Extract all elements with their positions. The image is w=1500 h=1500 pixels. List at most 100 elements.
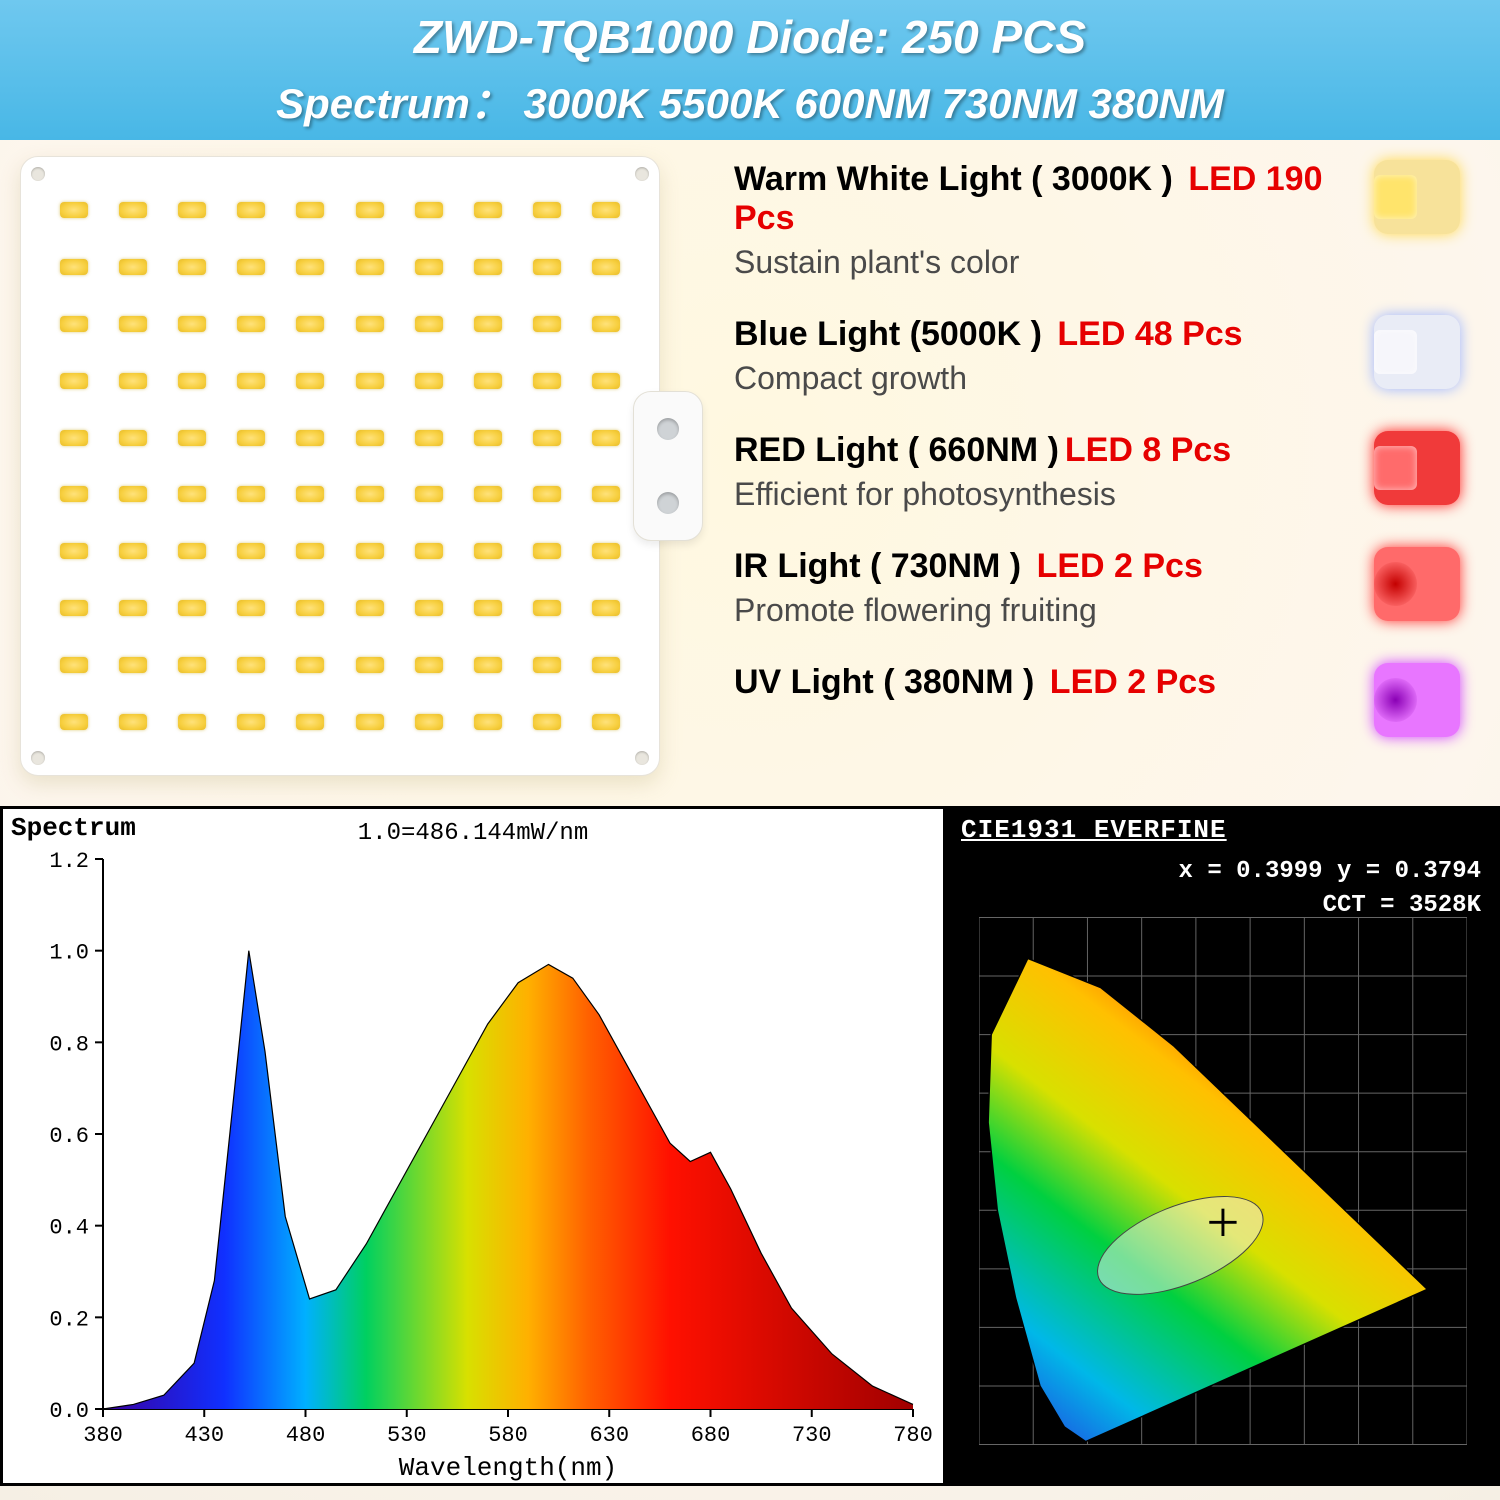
led-dot xyxy=(237,657,265,673)
spec-text: RED Light ( 660NM )LED 8 PcsEfficient fo… xyxy=(734,431,1356,513)
spec-title: IR Light ( 730NM ) LED 2 Pcs xyxy=(734,547,1356,586)
led-dot xyxy=(119,373,147,389)
spec-text: UV Light ( 380NM ) LED 2 Pcs xyxy=(734,663,1356,702)
led-type-icon xyxy=(1374,315,1460,389)
spec-text: Blue Light (5000K ) LED 48 PcsCompact gr… xyxy=(734,315,1356,397)
led-dot xyxy=(356,259,384,275)
led-dot xyxy=(296,657,324,673)
led-dot xyxy=(592,373,620,389)
svg-text:Wavelength(nm): Wavelength(nm) xyxy=(399,1453,617,1483)
panel-screw-bl xyxy=(31,751,45,765)
led-dot xyxy=(119,486,147,502)
spec-title-count: LED 2 Pcs xyxy=(1037,547,1203,585)
led-dot xyxy=(415,543,443,559)
led-dot xyxy=(533,714,561,730)
svg-text:0.8: 0.8 xyxy=(49,1032,89,1057)
led-dot xyxy=(415,486,443,502)
led-dot xyxy=(415,430,443,446)
led-dot xyxy=(178,486,206,502)
led-dot xyxy=(119,714,147,730)
led-dot xyxy=(533,600,561,616)
led-dot xyxy=(415,259,443,275)
led-dot xyxy=(474,714,502,730)
spectrum-svg: Spectrum1.0=486.144mW/nm0.00.20.40.60.81… xyxy=(3,809,943,1489)
led-type-icon-inner xyxy=(1374,175,1417,219)
svg-text:780: 780 xyxy=(893,1423,933,1448)
led-type-icon xyxy=(1374,160,1460,234)
led-dot xyxy=(474,486,502,502)
led-dot xyxy=(178,259,206,275)
led-dot xyxy=(296,373,324,389)
spec-title-main: RED Light ( 660NM ) xyxy=(734,431,1059,469)
spec-item: UV Light ( 380NM ) LED 2 Pcs xyxy=(734,663,1460,737)
led-dot xyxy=(415,373,443,389)
led-dot xyxy=(533,373,561,389)
led-dot xyxy=(296,486,324,502)
led-dot xyxy=(237,486,265,502)
led-dot xyxy=(592,259,620,275)
cie-svg xyxy=(979,909,1467,1453)
led-dot xyxy=(356,202,384,218)
led-dot xyxy=(474,373,502,389)
led-dot xyxy=(296,259,324,275)
svg-text:580: 580 xyxy=(488,1423,528,1448)
led-dot xyxy=(237,202,265,218)
spec-list: Warm White Light ( 3000K ) LED 190 PcsSu… xyxy=(734,156,1480,796)
led-type-icon-inner xyxy=(1374,330,1417,374)
svg-text:480: 480 xyxy=(286,1423,326,1448)
led-type-icon-inner xyxy=(1374,678,1417,722)
spec-item: RED Light ( 660NM )LED 8 PcsEfficient fo… xyxy=(734,431,1460,513)
spec-title: Warm White Light ( 3000K ) LED 190 Pcs xyxy=(734,160,1356,238)
led-type-icon xyxy=(1374,431,1460,505)
spec-title: RED Light ( 660NM )LED 8 Pcs xyxy=(734,431,1356,470)
led-dot xyxy=(356,543,384,559)
led-dot xyxy=(592,430,620,446)
led-dot xyxy=(119,543,147,559)
led-dot xyxy=(237,316,265,332)
led-dot xyxy=(356,600,384,616)
led-dot xyxy=(178,316,206,332)
svg-text:0.4: 0.4 xyxy=(49,1216,89,1241)
banner-line-2: Spectrum： 3000K 5500K 600NM 730NM 380NM xyxy=(276,70,1224,131)
led-dot xyxy=(592,316,620,332)
led-dot xyxy=(237,600,265,616)
spec-title-main: Warm White Light ( 3000K ) xyxy=(734,160,1182,198)
led-grid xyxy=(51,189,629,743)
led-dot xyxy=(415,202,443,218)
led-dot xyxy=(178,714,206,730)
led-dot xyxy=(533,430,561,446)
cie-chart: CIE1931 EVERFINE x = 0.3999 y = 0.3794 C… xyxy=(946,806,1500,1486)
led-dot xyxy=(237,714,265,730)
led-dot xyxy=(296,543,324,559)
led-type-icon xyxy=(1374,547,1460,621)
led-dot xyxy=(356,316,384,332)
led-dot xyxy=(60,714,88,730)
led-dot xyxy=(415,657,443,673)
spec-title-count: LED 48 Pcs xyxy=(1057,315,1242,353)
led-dot xyxy=(533,202,561,218)
led-dot xyxy=(60,373,88,389)
led-dot xyxy=(474,600,502,616)
led-panel-wrap xyxy=(20,156,710,796)
led-dot xyxy=(178,657,206,673)
led-dot xyxy=(60,316,88,332)
spec-text: IR Light ( 730NM ) LED 2 Pcs Promote flow… xyxy=(734,547,1356,629)
svg-text:730: 730 xyxy=(792,1423,832,1448)
led-dot xyxy=(119,430,147,446)
cie-plot-area xyxy=(979,909,1467,1453)
led-dot xyxy=(119,657,147,673)
led-dot xyxy=(296,202,324,218)
spec-desc: Compact growth xyxy=(734,360,1356,397)
svg-text:0.6: 0.6 xyxy=(49,1124,89,1149)
led-dot xyxy=(415,714,443,730)
led-dot xyxy=(356,486,384,502)
bottom-section: Spectrum1.0=486.144mW/nm0.00.20.40.60.81… xyxy=(0,806,1500,1500)
led-type-icon xyxy=(1374,663,1460,737)
led-dot xyxy=(119,202,147,218)
panel-screw-tr xyxy=(635,167,649,181)
led-dot xyxy=(178,373,206,389)
led-dot xyxy=(474,202,502,218)
spec-desc: Promote flowering fruiting xyxy=(734,592,1356,629)
spec-text: Warm White Light ( 3000K ) LED 190 PcsSu… xyxy=(734,160,1356,281)
led-dot xyxy=(592,657,620,673)
